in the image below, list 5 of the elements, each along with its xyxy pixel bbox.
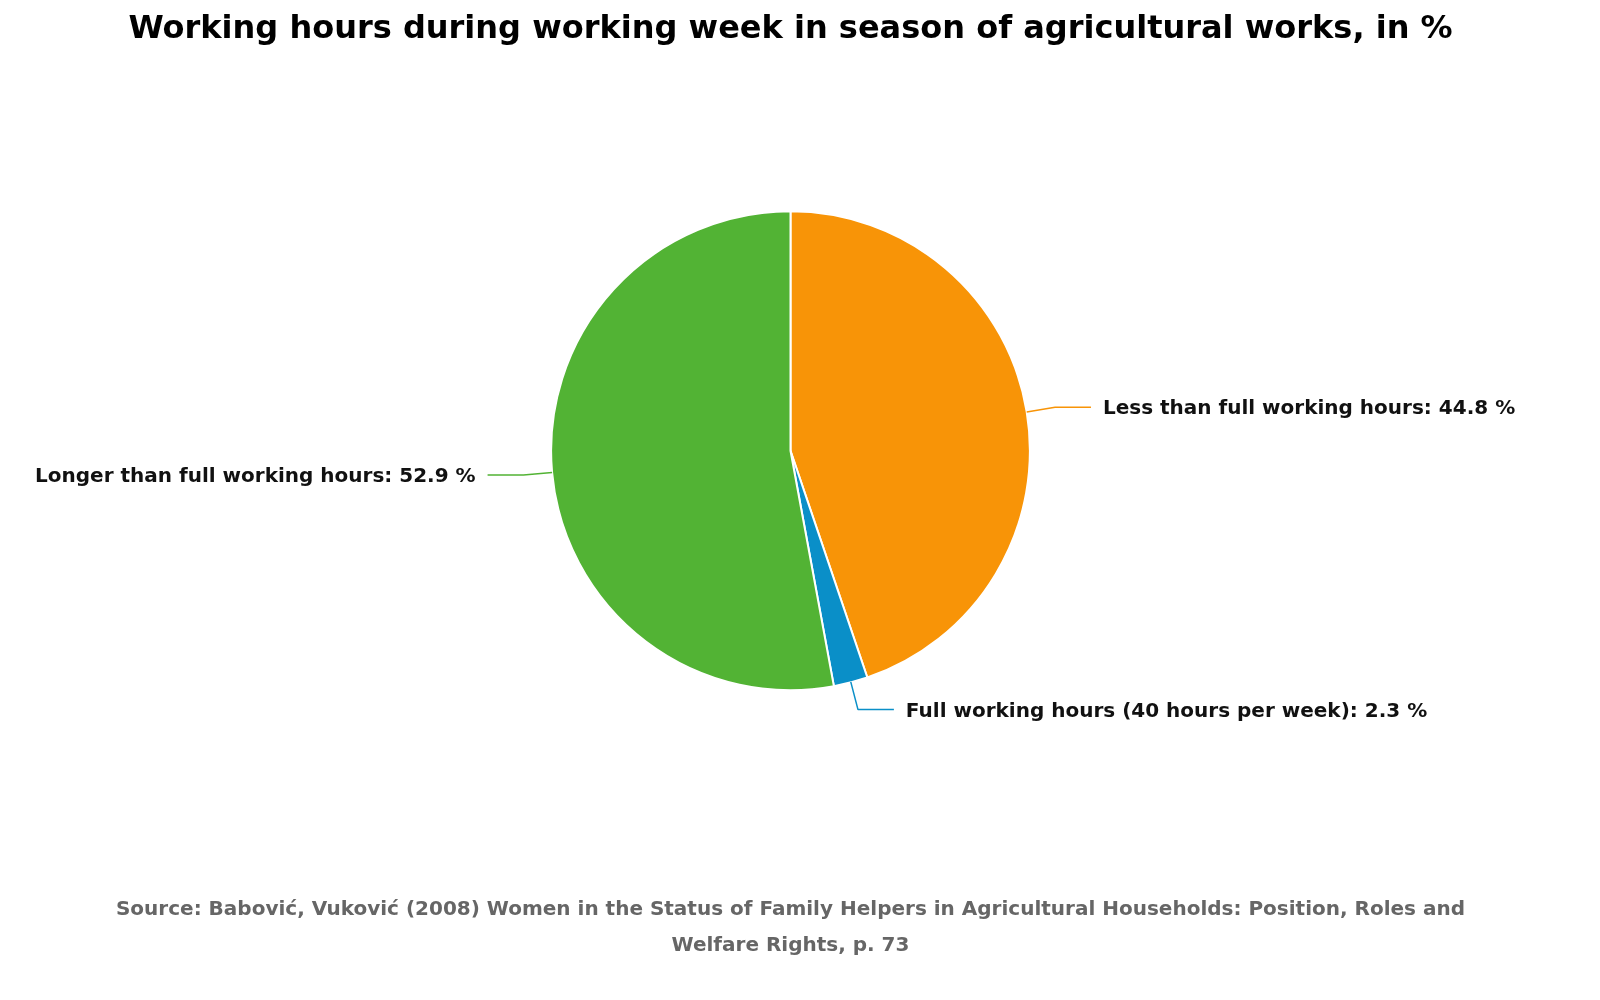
- chart-title: Working hours during working week in season of agricultural works, in %: [128, 7, 1453, 46]
- slice-label: Less than full working hours: 44.8 %: [1102, 395, 1516, 420]
- slice-label: Full working hours (40 hours per week): 2.3 %: [905, 697, 1428, 722]
- slice-label: Longer than full working hours: 52.9 %: [35, 463, 476, 488]
- source-note: Source: Babović, Vuković (2008) Women in the Status of Family Helpers in Agricultural Households: Position, Roles and Welfare Rights, p. 73: [115, 895, 1466, 956]
